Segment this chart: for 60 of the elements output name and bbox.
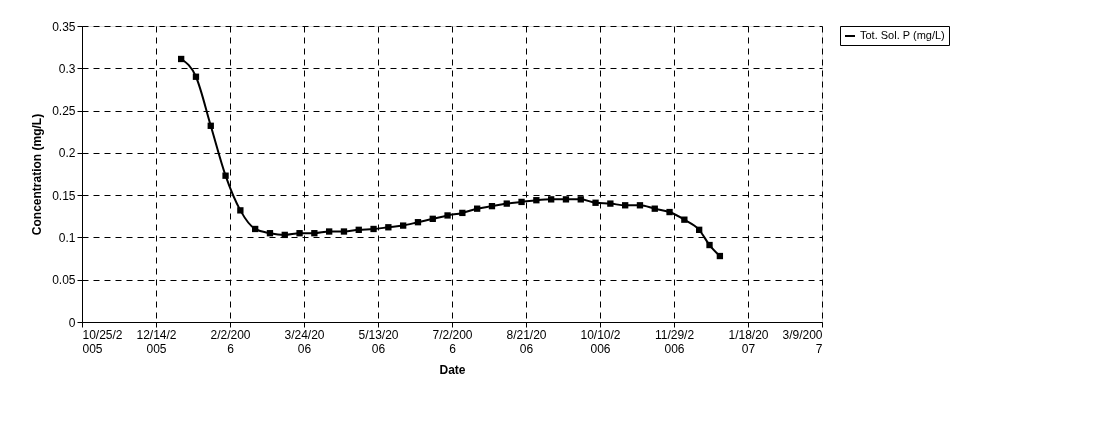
y-tick-label: 0.25 [52,104,76,119]
y-tick-label: 0.2 [58,146,76,161]
y-tick-label: 0 [68,315,76,330]
point [400,222,407,229]
x-tick-label: 7/2/2006 [432,327,473,356]
legend-label: Tot. Sol. P (mg/L) [860,29,945,41]
x-axis-title: Date [439,362,466,377]
point [192,73,200,80]
point [666,208,673,216]
point [207,122,214,129]
x-tick-label: 10/25/2005 [82,327,123,356]
point [222,172,229,179]
x-tick-label: 1/18/2007 [728,327,769,356]
x-tick-label: 8/21/2006 [506,327,547,356]
point [474,205,481,212]
y-tick-label: 0.15 [52,188,76,203]
point [562,196,570,203]
y-tick-label: 0.05 [52,273,76,288]
point [548,196,555,203]
x-tick-label: 2/2/2006 [210,327,251,356]
point [636,202,644,209]
point [716,252,724,260]
point [607,200,614,207]
x-tick-label: 3/24/2006 [284,327,325,356]
point [681,216,688,223]
point [340,228,348,235]
x-tick-label: 5/13/2006 [358,327,399,356]
y-axis-title: Concentration (mg/L) [30,113,45,236]
x-tick-label: 12/14/2005 [136,327,177,356]
point [651,205,658,212]
point [237,207,244,214]
x-tick-label: 3/9/2007 [782,327,823,356]
point [326,228,333,235]
point [503,200,510,207]
x-tick-label: 11/29/2006 [654,327,695,356]
y-tick-label: 0.3 [58,61,76,76]
point [311,230,318,237]
point [444,212,451,219]
point [281,231,288,239]
point [518,198,525,206]
x-tick-label: 10/10/2006 [580,327,621,356]
point [385,224,392,231]
point [459,209,466,217]
point [414,219,422,226]
point [429,215,436,222]
point [488,202,496,210]
point [252,225,259,233]
point [577,196,584,203]
point [696,226,703,233]
point [355,226,362,233]
point [266,230,274,237]
y-tick-label: 0.1 [58,230,76,245]
point [370,225,377,233]
point [592,199,599,206]
point [533,197,540,204]
point [706,241,713,249]
y-tick-label: 0.35 [52,19,76,34]
point [622,202,629,209]
point [178,55,185,63]
point [296,230,303,237]
